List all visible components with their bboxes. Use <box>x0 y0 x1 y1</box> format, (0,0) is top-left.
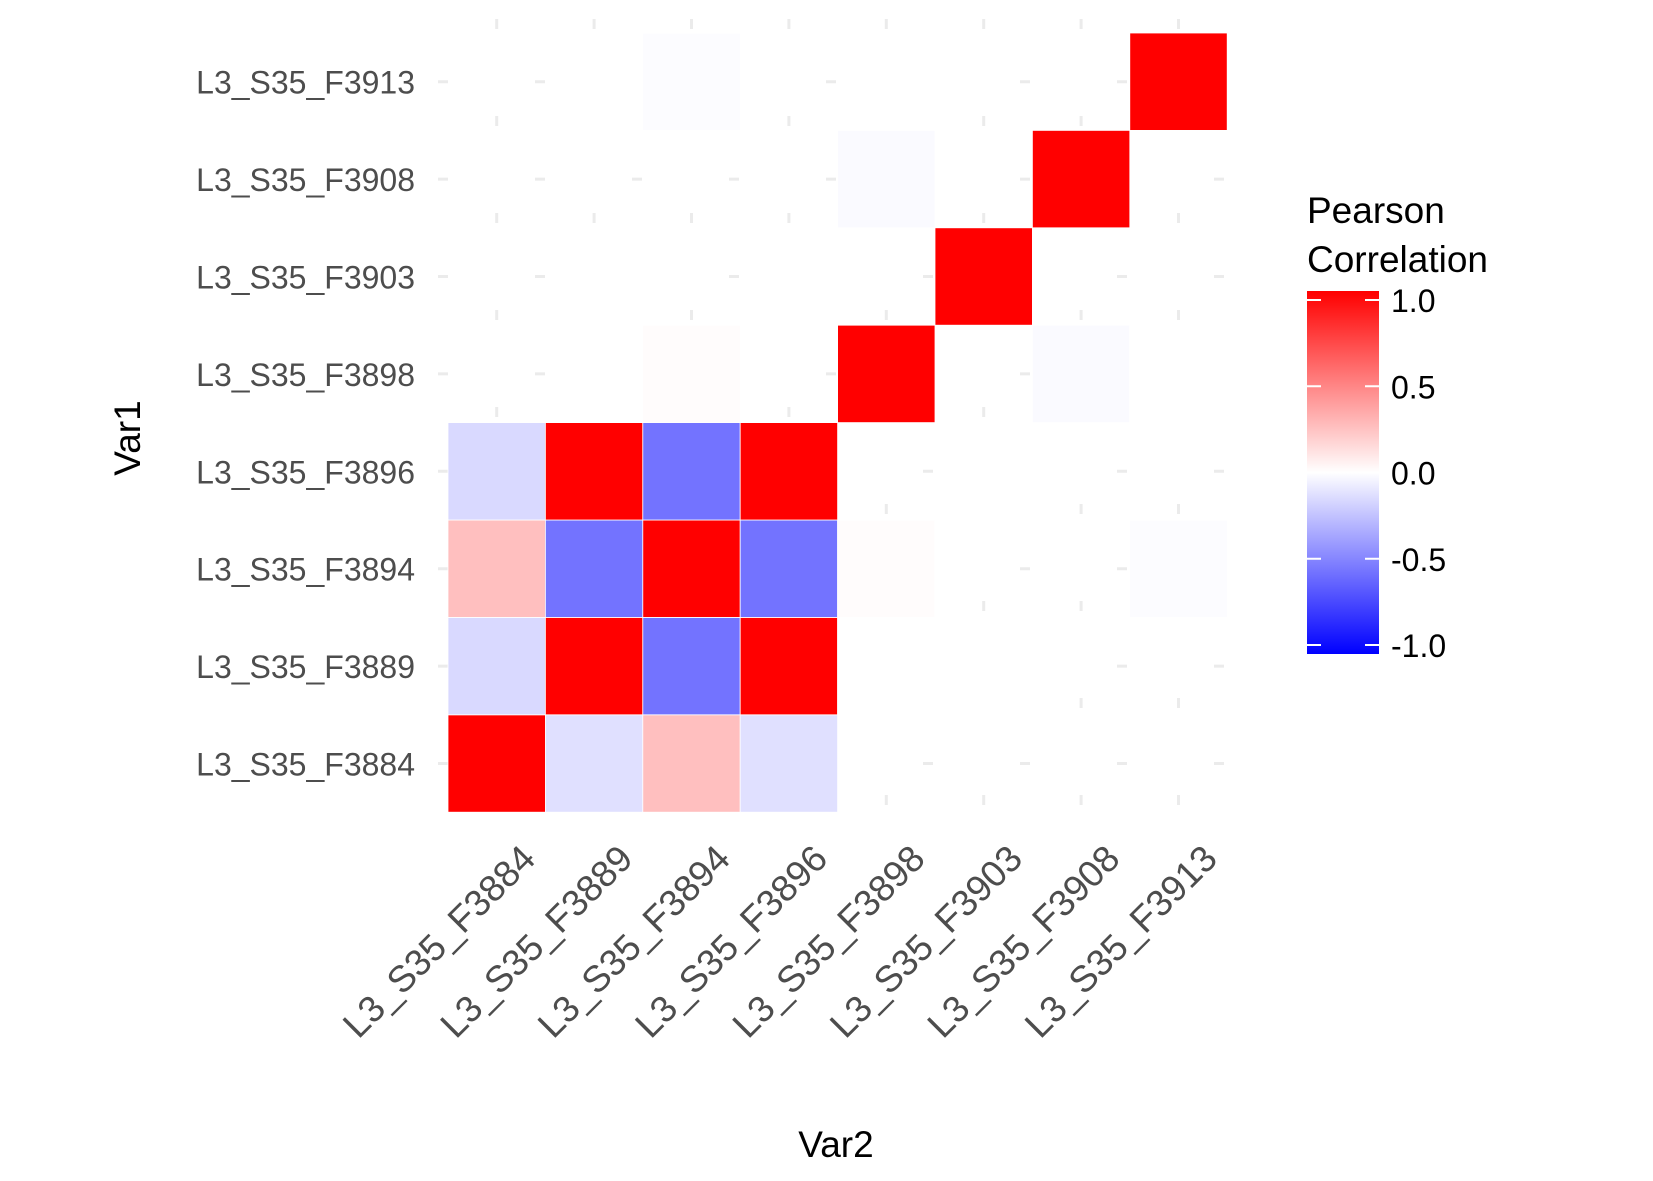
heatmap-cell <box>642 422 741 521</box>
y-tick-label: L3_S35_F3903 <box>196 260 415 296</box>
y-tick-label: L3_S35_F3896 <box>196 454 415 490</box>
x-axis-title: Var2 <box>798 1124 873 1165</box>
legend-tick-label: 1.0 <box>1391 283 1435 319</box>
heatmap-cell <box>1129 519 1228 618</box>
heatmap-cell <box>545 714 644 813</box>
heatmap-cell <box>837 519 936 618</box>
heatmap-cell <box>642 519 741 618</box>
legend-title-line-1: Pearson <box>1307 190 1445 231</box>
heatmap-cell <box>837 32 936 131</box>
legend-tick-label: 0.0 <box>1391 456 1435 492</box>
y-tick-label: L3_S35_F3884 <box>196 747 415 783</box>
heatmap-cell <box>447 519 546 618</box>
heatmap-cell <box>934 227 1033 326</box>
heatmap-cell <box>1032 324 1131 424</box>
y-tick-label: L3_S35_F3913 <box>196 65 415 101</box>
y-tick-label: L3_S35_F3898 <box>196 357 415 393</box>
heatmap-cell <box>447 422 546 521</box>
heatmap-cell <box>642 714 741 813</box>
heatmap-cell <box>934 617 1033 716</box>
heatmap-cell <box>545 422 644 521</box>
heatmap-cell <box>739 714 839 813</box>
legend-title-line-2: Correlation <box>1307 239 1488 280</box>
heatmap-cell <box>447 617 546 716</box>
y-axis-title: Var1 <box>107 400 148 475</box>
heatmap-cell <box>837 129 936 229</box>
heatmap-cell <box>642 324 741 424</box>
y-axis-ticks: L3_S35_F3884 L3_S35_F3889 L3_S35_F3894 L3_S… <box>196 65 415 783</box>
heatmap-cell <box>739 422 839 521</box>
heatmap-cell <box>545 617 644 716</box>
heatmap-tiles <box>447 32 1228 813</box>
heatmap-cell <box>739 617 839 716</box>
heatmap-cell <box>642 617 741 716</box>
heatmap-cell <box>447 714 546 813</box>
heatmap-cell <box>1129 32 1228 131</box>
heatmap-cell <box>642 32 741 131</box>
heatmap-cell <box>1032 129 1131 229</box>
y-tick-label: L3_S35_F3894 <box>196 552 415 588</box>
legend-tick-label: 0.5 <box>1391 369 1435 405</box>
heatmap-cell <box>545 227 644 326</box>
y-tick-label: L3_S35_F3889 <box>196 649 415 685</box>
color-legend: Pearson Correlation 1.0 0.5 0.0 -0.5 -1.0 <box>1307 190 1488 664</box>
heatmap-cell <box>739 227 839 326</box>
legend-tick-label: -1.0 <box>1391 628 1446 664</box>
heatmap-cell <box>837 324 936 424</box>
heatmap-cell <box>545 519 644 618</box>
legend-tick-label: -0.5 <box>1391 542 1446 578</box>
heatmap-cell <box>1129 324 1228 424</box>
heatmap-cell <box>934 422 1033 521</box>
heatmap-cell <box>739 519 839 618</box>
x-axis-ticks: L3_S35_F3884L3_S35_F3889L3_S35_F3894L3_S… <box>335 838 1225 1046</box>
legend-ticks: 1.0 0.5 0.0 -0.5 -1.0 <box>1307 283 1446 664</box>
y-tick-label: L3_S35_F3908 <box>196 162 415 198</box>
heatmap-cell <box>837 617 936 716</box>
heatmap-cell <box>545 32 644 131</box>
heatmap-cell <box>545 324 644 424</box>
